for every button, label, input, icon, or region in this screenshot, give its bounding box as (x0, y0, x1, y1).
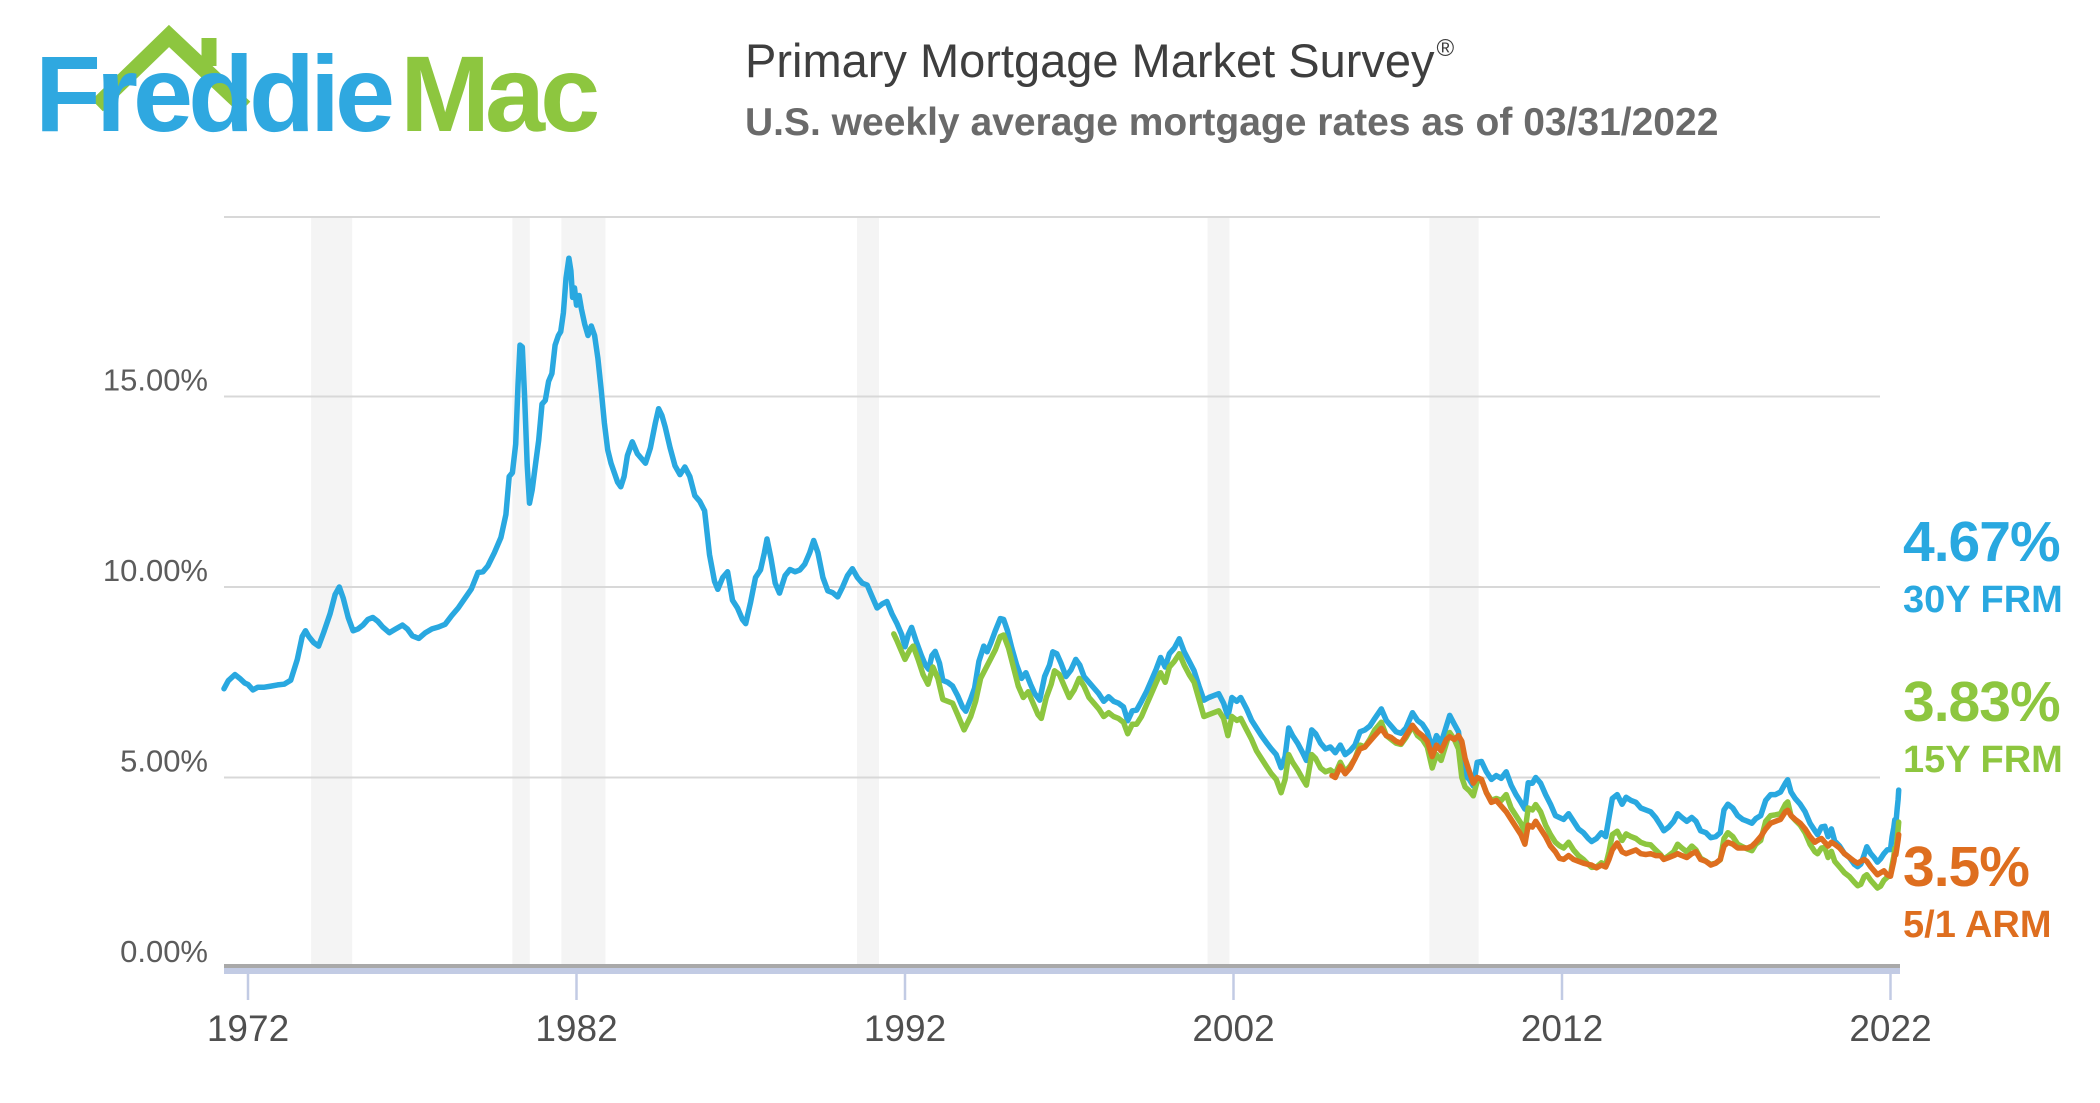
page-title: Primary Mortgage Market Survey® (745, 36, 1718, 85)
recession-band (311, 217, 353, 966)
x-axis-label: 1992 (864, 1008, 946, 1049)
legend-entry-5-1-arm: 3.5% 5/1 ARM (1903, 835, 2052, 946)
legend-value-15y-frm: 3.83% (1903, 670, 2061, 734)
page-title-text: Primary Mortgage Market Survey (745, 34, 1435, 87)
x-axis-label: 1982 (535, 1008, 617, 1049)
recession-band (512, 217, 530, 966)
y-axis-label: 5.00% (120, 744, 208, 779)
logo-word-mac: Mac (400, 33, 600, 154)
page-subtitle: U.S. weekly average mortgage rates as of… (745, 101, 1719, 145)
recession-band (1429, 217, 1479, 966)
logo-word-freddie: Freddie (35, 33, 395, 154)
freddie-mac-logo: FreddieMac (35, 6, 695, 156)
series-line-5-1-arm (1329, 722, 1902, 879)
registered-trademark: ® (1436, 35, 1455, 63)
x-axis-label: 2022 (1849, 1008, 1931, 1049)
legend-label-15y-frm: 15Y FRM (1903, 739, 2063, 781)
series-line-15y-frm (891, 631, 1902, 891)
legend-entry-30y-frm: 4.67% 30Y FRM (1903, 510, 2063, 621)
legend-label-5-1-arm: 5/1 ARM (1903, 904, 2052, 946)
legend-value-5-1-arm: 3.5% (1903, 835, 2030, 899)
legend-entry-15y-frm: 3.83% 15Y FRM (1903, 670, 2063, 781)
y-axis-label: 15.00% (103, 363, 208, 398)
logo-wordmark: FreddieMac (35, 40, 600, 148)
y-axis-label: 0.00% (120, 934, 208, 969)
legend-value-30y-frm: 4.67% (1903, 510, 2061, 574)
legend-label-30y-frm: 30Y FRM (1903, 579, 2063, 621)
recession-band (1207, 217, 1230, 966)
house-roof-icon (93, 24, 251, 114)
y-axis-label: 10.00% (103, 553, 208, 588)
x-axis-label: 2012 (1521, 1008, 1603, 1049)
x-axis-label: 2002 (1192, 1008, 1274, 1049)
header-titles: Primary Mortgage Market Survey® U.S. wee… (745, 36, 1718, 145)
x-axis-label: 1972 (207, 1008, 289, 1049)
series-line-30y-frm (221, 255, 1902, 870)
